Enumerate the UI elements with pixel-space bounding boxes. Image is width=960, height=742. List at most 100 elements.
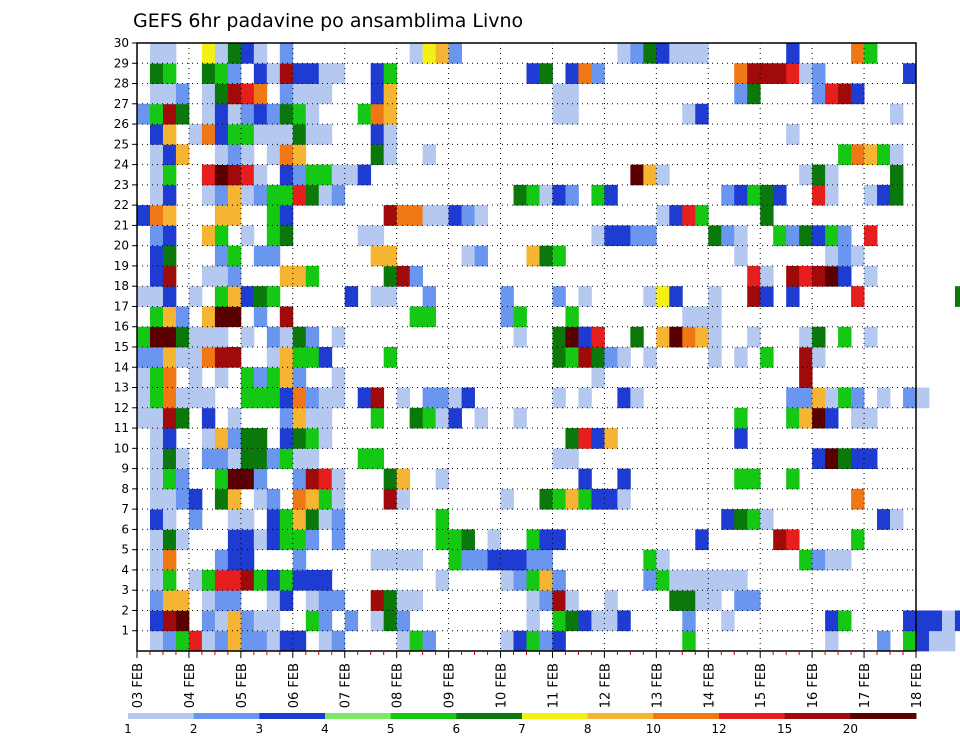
- heatmap-cell: [526, 184, 540, 206]
- heatmap-cell: [552, 488, 566, 510]
- heatmap-cell: [214, 144, 229, 165]
- heatmap-cell: [214, 225, 229, 247]
- y-tick-label: 24: [114, 158, 129, 172]
- heatmap-cell: [149, 488, 164, 510]
- heatmap-cell: [552, 569, 566, 591]
- heatmap-cell: [383, 286, 398, 307]
- heatmap-cell: [149, 326, 164, 348]
- heatmap-cell: [526, 63, 540, 84]
- heatmap-cell: [240, 468, 255, 490]
- heatmap-cell: [175, 103, 190, 125]
- heatmap-cell: [552, 630, 566, 652]
- heatmap-cell: [838, 448, 852, 469]
- heatmap-cell: [747, 184, 761, 206]
- heatmap-cell: [864, 265, 878, 287]
- heatmap-cell: [695, 590, 709, 611]
- heatmap-cell: [188, 387, 203, 409]
- heatmap-cell: [266, 590, 281, 611]
- x-tick-label: 08 FEB: [391, 663, 406, 708]
- heatmap-cell: [149, 428, 164, 449]
- heatmap-cell: [201, 610, 216, 632]
- heatmap-cell: [201, 347, 216, 368]
- heatmap-cell: [279, 630, 294, 652]
- heatmap-cell: [305, 569, 320, 591]
- heatmap-cell: [539, 630, 553, 652]
- heatmap-cell: [175, 488, 190, 510]
- heatmap-cell: [201, 407, 216, 429]
- heatmap-cell: [370, 103, 385, 125]
- legend-swatch: [587, 713, 654, 719]
- heatmap-cell: [591, 488, 605, 510]
- heatmap-cell: [396, 488, 411, 510]
- heatmap-cell: [383, 265, 398, 287]
- heatmap-cell: [682, 569, 696, 591]
- heatmap-cell: [253, 164, 268, 186]
- heatmap-cell: [838, 610, 852, 632]
- heatmap-cell: [864, 43, 878, 64]
- heatmap-cell: [383, 124, 398, 145]
- heatmap-cell: [435, 205, 449, 226]
- heatmap-cell: [227, 103, 242, 125]
- heatmap-cell: [240, 448, 255, 469]
- heatmap-cell: [292, 265, 307, 287]
- heatmap-cell: [617, 387, 631, 409]
- heatmap-cell: [864, 184, 878, 206]
- heatmap-cell: [838, 245, 852, 267]
- heatmap-cell: [137, 367, 151, 388]
- x-tick-label: 14 FEB: [702, 663, 717, 708]
- heatmap-cell: [877, 144, 891, 165]
- heatmap-cell: [565, 103, 579, 125]
- heatmap-cell: [227, 488, 242, 510]
- heatmap-cell: [266, 347, 281, 368]
- heatmap-cell: [591, 225, 605, 247]
- heatmap-cell: [396, 265, 411, 287]
- heatmap-cell: [318, 630, 333, 652]
- heatmap-cell: [617, 468, 631, 490]
- heatmap-cell: [760, 265, 774, 287]
- y-tick-label: 27: [114, 97, 129, 111]
- heatmap-cell: [305, 387, 320, 409]
- heatmap-cell: [331, 367, 346, 388]
- heatmap-cell: [149, 63, 164, 84]
- heatmap-cell: [851, 448, 865, 469]
- x-tick-label: 04 FEB: [183, 663, 198, 708]
- heatmap-cell: [279, 225, 294, 247]
- heatmap-cell: [539, 590, 553, 611]
- heatmap-cell: [253, 124, 268, 145]
- heatmap-cell: [201, 326, 216, 348]
- heatmap-cell: [773, 63, 787, 84]
- heatmap-cell: [786, 407, 800, 429]
- heatmap-cell: [669, 326, 683, 348]
- heatmap-cell: [357, 164, 372, 186]
- x-tick-label: 15 FEB: [754, 663, 769, 708]
- heatmap-cell: [604, 488, 618, 510]
- heatmap-cell: [137, 347, 151, 368]
- legend-label: 2: [190, 722, 198, 736]
- heatmap-cell: [461, 549, 475, 571]
- heatmap-cell: [266, 326, 281, 348]
- heatmap-cell: [149, 387, 164, 409]
- heatmap-cell: [669, 590, 683, 611]
- heatmap-cell: [474, 205, 488, 226]
- heatmap-cell: [149, 43, 164, 64]
- heatmap-cell: [370, 124, 385, 145]
- heatmap-cell: [954, 286, 960, 307]
- heatmap-cell: [396, 387, 411, 409]
- heatmap-cell: [565, 63, 579, 84]
- heatmap-cell: [682, 590, 696, 611]
- heatmap-cell: [448, 205, 462, 226]
- heatmap-cell: [578, 326, 592, 348]
- heatmap-cell: [435, 468, 449, 490]
- heatmap-cell: [214, 265, 229, 287]
- heatmap-cell: [669, 205, 683, 226]
- y-tick-label: 9: [121, 462, 129, 476]
- heatmap-cell: [279, 43, 294, 64]
- heatmap-cell: [799, 63, 813, 84]
- heatmap-cell: [240, 509, 255, 530]
- heatmap-cell: [253, 630, 268, 652]
- heatmap-cell: [864, 326, 878, 348]
- heatmap-cell: [838, 225, 852, 247]
- heatmap-cell: [175, 306, 190, 328]
- heatmap-cell: [162, 549, 177, 571]
- heatmap-cell: [461, 387, 475, 409]
